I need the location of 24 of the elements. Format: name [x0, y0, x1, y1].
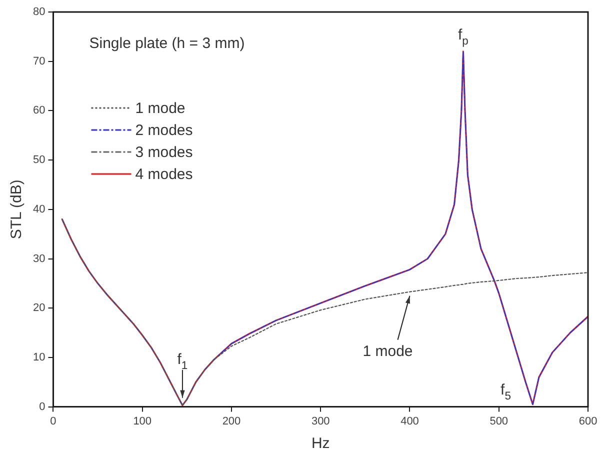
x-axis-title: Hz — [311, 435, 330, 452]
legend-label: 3 modes — [135, 144, 193, 162]
y-tick-label: 50 — [32, 154, 46, 166]
y-tick-label: 30 — [32, 252, 46, 265]
y-tick-label: 70 — [32, 55, 46, 68]
y-tick-label: 10 — [32, 351, 46, 364]
x-tick-label: 600 — [578, 415, 598, 428]
y-tick-label: 0 — [39, 400, 46, 413]
x-tick-label: 200 — [222, 415, 241, 428]
y-tick-label: 20 — [32, 302, 46, 314]
x-tick-label: 300 — [311, 415, 330, 428]
y-axis-title: STL (dB) — [8, 180, 26, 240]
x-tick-label: 100 — [133, 415, 152, 428]
legend-label: 2 modes — [135, 122, 193, 140]
y-tick-label: 40 — [32, 203, 46, 216]
y-tick-label: 80 — [32, 6, 46, 18]
annotation: Single plate (h = 3 mm) — [89, 35, 245, 52]
x-tick-label: 400 — [400, 415, 419, 428]
annotation: 1 mode — [362, 342, 413, 360]
y-tick-label: 60 — [32, 104, 46, 117]
x-tick-label: 500 — [490, 415, 508, 428]
x-tick-label: 0 — [50, 415, 56, 428]
legend-label: 1 mode — [135, 100, 186, 118]
legend-label: 4 modes — [135, 166, 193, 184]
